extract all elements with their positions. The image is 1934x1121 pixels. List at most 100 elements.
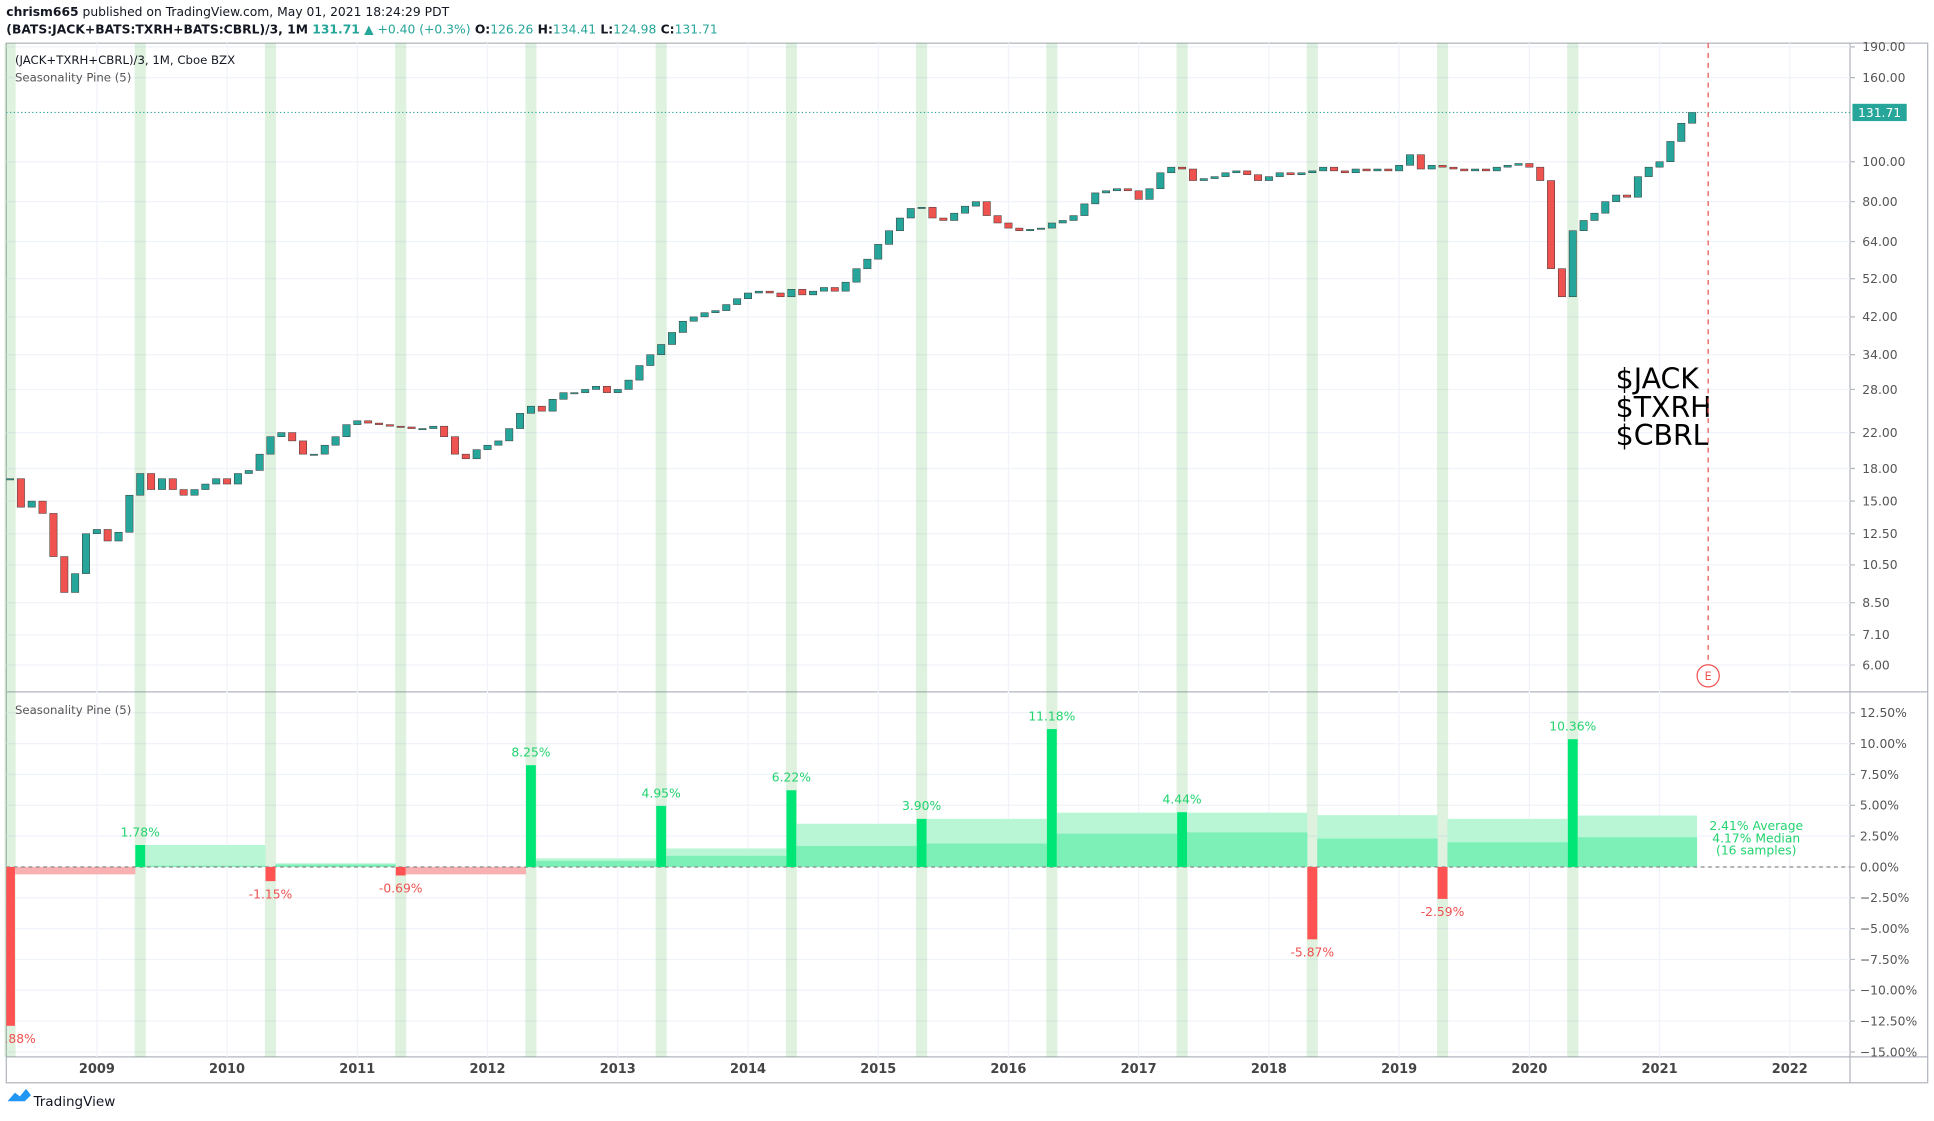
candle [581, 389, 590, 393]
y-tick-label: 2.50% [1860, 829, 1899, 843]
earnings-label[interactable]: E [1705, 670, 1712, 683]
candle [939, 217, 948, 221]
average-band [405, 866, 526, 875]
y-tick-label: −5.00% [1860, 922, 1910, 936]
candle [212, 478, 221, 485]
candle [1123, 188, 1132, 192]
candle [1254, 174, 1262, 181]
pane-title: Seasonality Pine (5) [15, 703, 131, 717]
candle [711, 310, 720, 313]
season-highlight [655, 43, 667, 1057]
data-label: 4.44% [1162, 793, 1201, 807]
ohlc-value: 134.41 [553, 22, 596, 36]
ohlc-value: 124.98 [613, 22, 656, 36]
candle [418, 428, 427, 431]
candle [1091, 192, 1100, 205]
bar [1046, 729, 1057, 867]
frame [5, 42, 1929, 1084]
candle [1590, 212, 1599, 221]
pane-subtitle: Seasonality Pine (5) [15, 70, 131, 84]
candle [353, 420, 362, 425]
earnings-icon[interactable] [1696, 664, 1720, 688]
footer[interactable]: TradingView [32, 1094, 115, 1110]
candle [320, 444, 329, 455]
candle [331, 436, 340, 446]
candle [678, 320, 687, 333]
y-tick-label: 12.50 [1862, 527, 1897, 541]
candle [646, 354, 655, 366]
season-highlight [916, 43, 928, 1057]
candle [1406, 154, 1414, 166]
x-tick-label: 2019 [1381, 1062, 1417, 1077]
y-tick-label: 160.00 [1862, 71, 1905, 85]
candle [6, 478, 14, 481]
y-tick-label: 15.00 [1862, 494, 1897, 508]
candle [136, 473, 145, 496]
header-line1: chrism665 published on TradingView.com, … [6, 5, 449, 19]
data-label: 8.25% [511, 746, 550, 760]
season-highlight [1436, 43, 1449, 1057]
candle [765, 290, 774, 294]
candle [1395, 165, 1404, 172]
candle [1525, 163, 1534, 168]
candle [548, 399, 557, 412]
candle [440, 425, 449, 437]
candle [1080, 203, 1089, 216]
candle [472, 449, 481, 460]
annotation: $JACK [1616, 362, 1701, 395]
logo[interactable] [7, 1088, 31, 1102]
candle [223, 478, 232, 485]
candle [1427, 165, 1436, 170]
bar [1177, 812, 1188, 867]
y-tick-label: 7.10 [1862, 628, 1890, 642]
season-highlight [264, 43, 277, 1057]
data-label: -2.59% [1421, 905, 1465, 919]
average-band [145, 865, 266, 867]
candle [1069, 215, 1078, 221]
candle [266, 436, 275, 455]
y-tick-label: 10.00% [1860, 737, 1907, 751]
candle [906, 208, 915, 219]
candle [92, 529, 101, 534]
bar [135, 845, 146, 867]
candle [396, 425, 405, 428]
candle [1449, 166, 1458, 170]
y-tick-label: −2.50% [1860, 891, 1910, 905]
candle [1167, 166, 1176, 174]
median-band [145, 845, 266, 867]
data-label: 10.36% [1549, 720, 1596, 734]
candle [1286, 172, 1295, 175]
candle [830, 287, 839, 292]
candle [1113, 188, 1121, 192]
candle [16, 478, 25, 508]
candle [841, 281, 850, 292]
candle [82, 533, 90, 574]
candle [168, 478, 177, 490]
y-tick-label: 5.00% [1860, 799, 1899, 813]
data-label: -5.87% [1290, 946, 1334, 960]
y-tick-label: 12.50% [1860, 706, 1907, 720]
candle [993, 215, 1002, 224]
bar [6, 866, 15, 1026]
x-tick-label: 2014 [730, 1062, 766, 1077]
data-label: 11.18% [1028, 709, 1075, 723]
candle [407, 426, 416, 429]
candle [1384, 168, 1393, 172]
candle [1026, 229, 1035, 231]
y-tick-label: 10.50 [1862, 558, 1897, 572]
bar [265, 866, 276, 882]
candle [1308, 170, 1317, 174]
candle [60, 556, 69, 593]
average-band [1056, 833, 1178, 867]
candle [1373, 168, 1382, 172]
candle [668, 332, 676, 345]
candle [114, 532, 123, 542]
y-tick-label: 34.00 [1862, 348, 1897, 362]
average-band [1187, 832, 1308, 867]
candle [1612, 194, 1621, 202]
candle [1232, 170, 1241, 174]
candle [570, 392, 579, 395]
candle [1471, 168, 1480, 172]
y-tick-label: −10.00% [1860, 984, 1918, 998]
candle [1047, 222, 1056, 229]
